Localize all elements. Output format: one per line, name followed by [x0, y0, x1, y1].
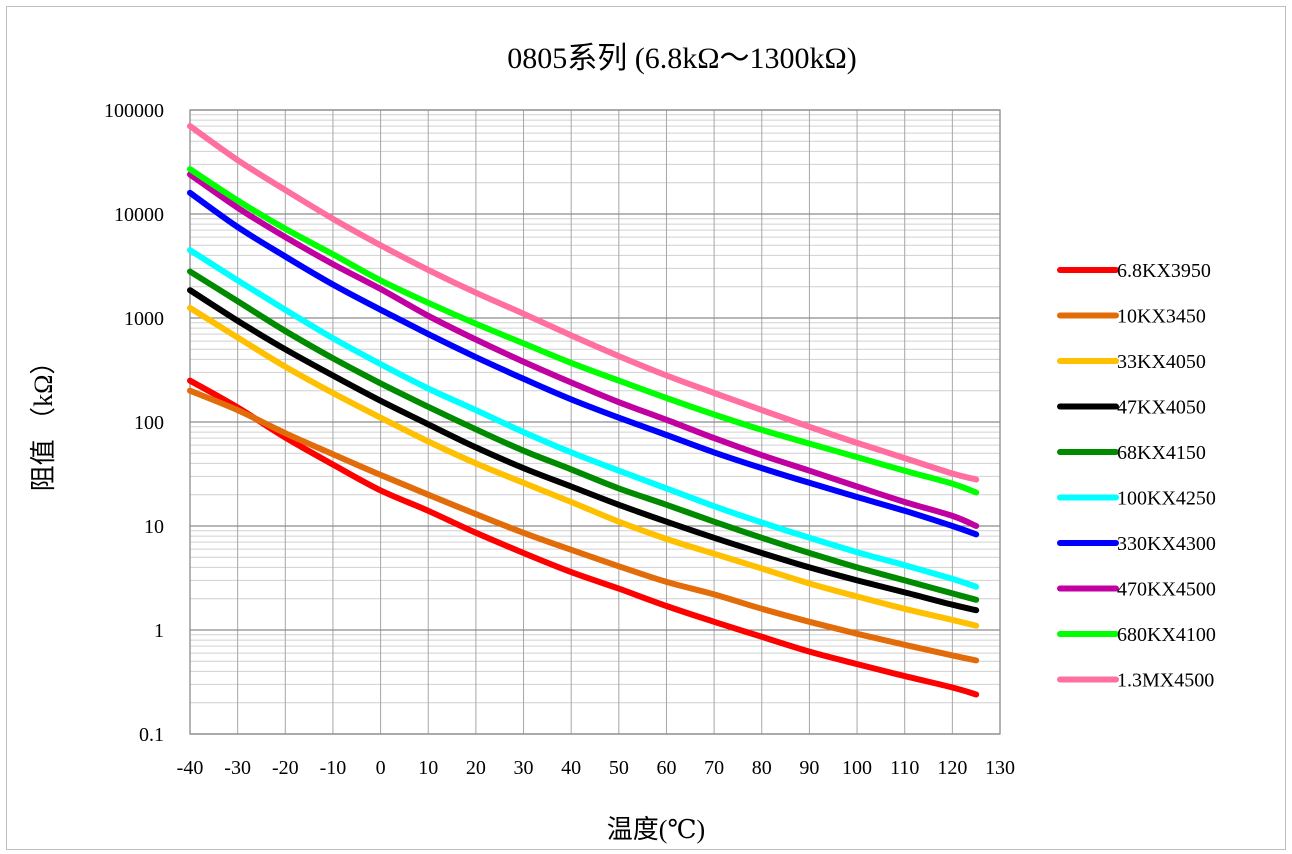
y-tick-label: 100	[134, 412, 164, 434]
legend-label: 33KX4050	[1117, 351, 1206, 373]
y-tick-label: 1000	[124, 308, 164, 330]
series-line-10	[187, 123, 980, 483]
x-tick-label: -30	[224, 757, 251, 779]
x-tick-label: 10	[418, 757, 438, 779]
x-tick-label: 30	[514, 757, 534, 779]
series-line-8	[187, 171, 980, 529]
plot-border-rect	[189, 109, 1001, 735]
series-line-9	[187, 166, 980, 496]
y-tick-label: 100000	[104, 100, 164, 122]
x-tick-label: -40	[177, 757, 204, 779]
x-tick-label: 50	[609, 757, 629, 779]
series-line-4	[187, 287, 980, 614]
legend-label: 6.8KX3950	[1117, 260, 1211, 282]
y-tick-label: 10000	[114, 204, 164, 226]
x-tick-label: -20	[272, 757, 299, 779]
series-line-1	[187, 377, 980, 698]
x-tick-label: 90	[799, 757, 819, 779]
legend-label: 1.3MX4500	[1117, 670, 1214, 692]
x-tick-label: 100	[842, 757, 872, 779]
plot-area-border	[189, 109, 1001, 735]
y-tick-label: 0.1	[139, 724, 164, 746]
series-line-5	[187, 268, 980, 603]
x-tick-label: 40	[561, 757, 581, 779]
series-line-6	[187, 247, 980, 590]
x-tick-label: 80	[752, 757, 772, 779]
legend: 6.8KX3950 10KX3450 33KX4050 47KX4050 68KX415…	[1057, 260, 1216, 692]
x-axis-title: 温度(℃)	[607, 815, 705, 844]
x-tick-label: 60	[656, 757, 676, 779]
chart-title: 0805系列 (6.8kΩ～1300kΩ)	[507, 42, 857, 75]
legend-label: 47KX4050	[1117, 397, 1206, 419]
legend-label: 680KX4100	[1117, 624, 1216, 646]
legend-label: 10KX3450	[1117, 306, 1206, 328]
y-axis-title: 阻值 （kΩ）	[29, 349, 58, 492]
x-tick-label: 0	[376, 757, 386, 779]
y-tick-label: 10	[144, 516, 164, 538]
x-tick-labels: -40 -30 -20 -10 0 10 20 30 40 50 60 70 80 90 100 110 120…	[177, 757, 1015, 779]
legend-label: 470KX4500	[1117, 579, 1216, 601]
series-line-2	[187, 387, 980, 664]
y-tick-label: 1	[154, 620, 164, 642]
x-tick-label: -10	[320, 757, 347, 779]
legend-label: 68KX4150	[1117, 442, 1206, 464]
x-tick-label: 20	[466, 757, 486, 779]
y-tick-labels: 0.1 1 10 100 1000 10000 100000	[104, 100, 164, 746]
series-lines	[187, 123, 980, 698]
series-line-7	[187, 189, 980, 538]
legend-label: 330KX4300	[1117, 533, 1216, 555]
x-tick-label: 130	[985, 757, 1015, 779]
x-tick-label: 70	[704, 757, 724, 779]
legend-label: 100KX4250	[1117, 488, 1216, 510]
series-line-3	[187, 304, 980, 629]
x-tick-label: 120	[937, 757, 967, 779]
x-tick-label: 110	[890, 757, 919, 779]
